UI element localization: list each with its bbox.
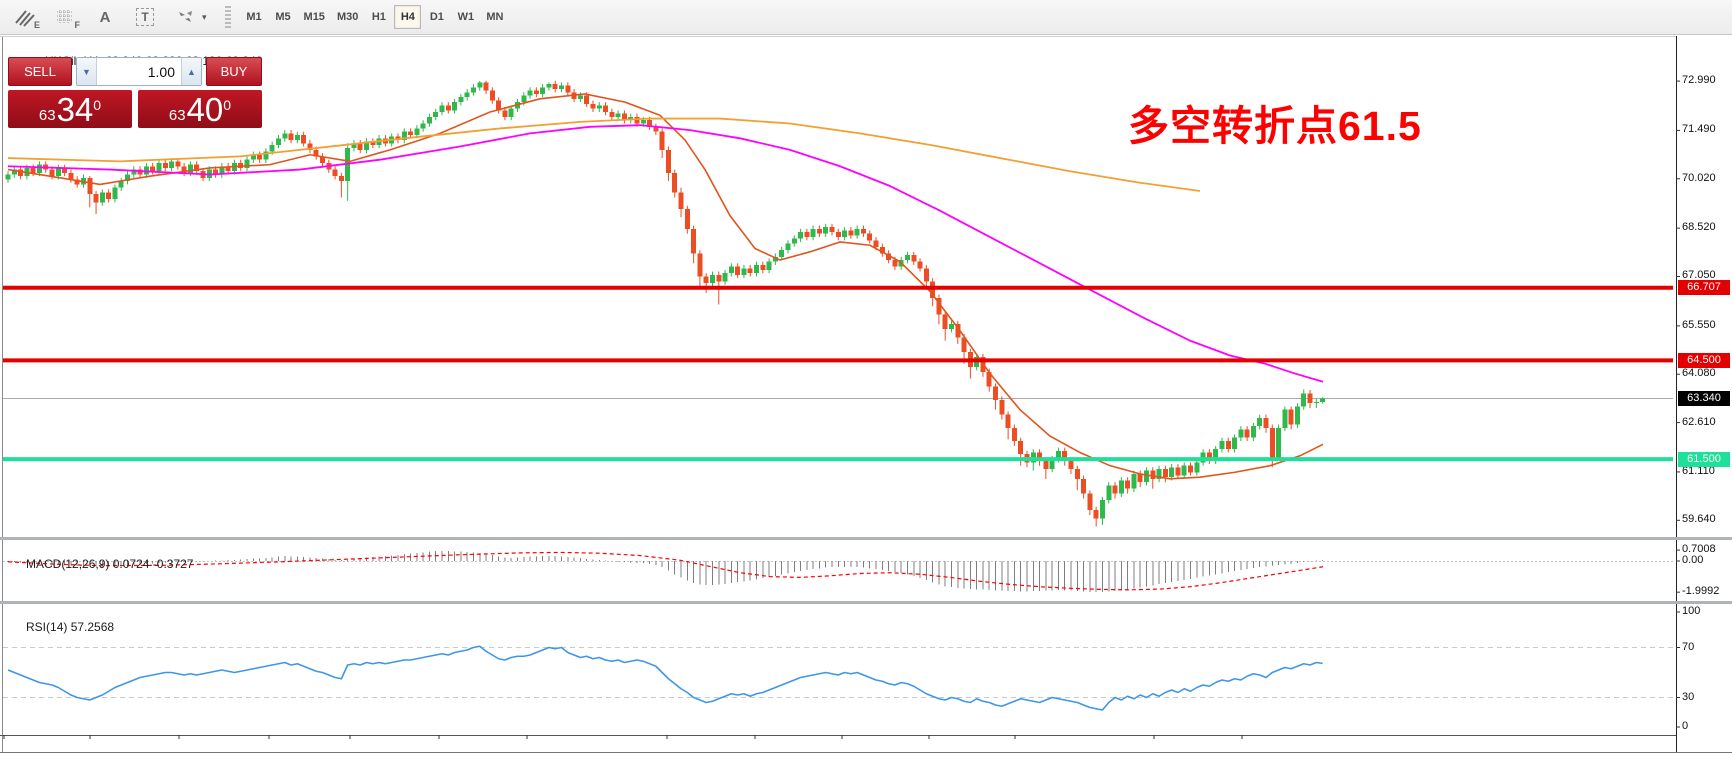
tf-button-mn[interactable]: MN (486, 11, 504, 23)
buy-button[interactable]: BUY (206, 57, 262, 86)
price-axis-tick: 65.550 (1682, 318, 1716, 331)
price-axis-tick: 67.050 (1682, 269, 1716, 282)
sell-price-big: 34 (56, 91, 94, 128)
timeframe-toolbar: M1 M5 M15 M30 H1 H4 D1 W1 MN (241, 5, 509, 29)
chart-area: ▲UKOil-,H4 63.240 63.380 63.190 63.340 S… (0, 35, 1732, 762)
price-axis-tick: 64.080 (1682, 367, 1716, 380)
grid-f-icon[interactable]: F (52, 5, 80, 30)
tf-button-m15[interactable]: M15 (303, 11, 325, 23)
buy-price-box[interactable]: 63 40 0 (138, 90, 262, 128)
volume-decrease-button[interactable]: ▼ (77, 58, 97, 85)
price-axis-tick: 68.520 (1682, 221, 1716, 234)
macd-axis-label: 0.00 (1682, 554, 1704, 566)
buy-price-sup: 0 (223, 97, 232, 113)
price-level-badge: 63.340 (1678, 391, 1730, 407)
rsi-axis-label: 30 (1682, 690, 1695, 703)
sell-price-box[interactable]: 63 34 0 (8, 90, 132, 128)
price-level-badge: 66.707 (1678, 280, 1730, 296)
sell-button[interactable]: SELL (8, 57, 72, 86)
tf-button-h1[interactable]: H1 (371, 11, 386, 23)
tf-button-m30[interactable]: M30 (336, 11, 359, 23)
tf-button-m1[interactable]: M1 (246, 11, 262, 23)
price-axis-tick: 72.990 (1682, 74, 1716, 87)
price-level-badge: 61.500 (1678, 451, 1730, 467)
dropdown-caret-icon[interactable]: ▾ (202, 11, 207, 22)
volume-input[interactable] (97, 58, 181, 85)
rsi-axis-label: 0 (1682, 720, 1689, 732)
tf-button-h4[interactable]: H4 (394, 5, 422, 29)
price-axis-tick: 70.020 (1682, 171, 1716, 184)
macd-axis-label: -1.9992 (1682, 585, 1720, 598)
sell-price-sup: 0 (93, 97, 102, 113)
price-axis-tick: 61.110 (1682, 464, 1715, 477)
chart-canvas[interactable] (0, 35, 1732, 762)
rsi-axis-label: 70 (1682, 640, 1695, 653)
buy-price-prefix: 63 (168, 107, 186, 124)
macd-axis-label: 0.7008 (1682, 543, 1716, 556)
price-level-badge: 64.500 (1678, 352, 1730, 368)
arrows-tool-icon[interactable] (172, 5, 198, 29)
tf-button-w1[interactable]: W1 (457, 11, 475, 23)
hatch-lines-icon[interactable]: E (12, 5, 40, 30)
volume-increase-button[interactable]: ▲ (181, 58, 201, 85)
tf-button-d1[interactable]: D1 (429, 11, 444, 23)
price-axis-tick: 71.490 (1682, 123, 1716, 136)
rsi-axis-label: 100 (1682, 605, 1701, 617)
price-axis-tick: 59.640 (1682, 513, 1716, 526)
font-label-icon[interactable]: A (99, 8, 111, 26)
rsi-indicator-label: RSI(14) 57.2568 (26, 620, 115, 634)
price-axis-tick: 62.610 (1682, 415, 1716, 428)
annotation-text: 多空转折点61.5 (1128, 103, 1422, 149)
sell-price-prefix: 63 (38, 107, 56, 124)
toolbar-grip[interactable] (224, 6, 231, 28)
buy-price-big: 40 (186, 91, 224, 128)
tf-button-m5[interactable]: M5 (275, 11, 291, 23)
text-tool-icon[interactable]: T (132, 5, 158, 29)
macd-indicator-label: MACD(12,26,9) 0.0724 -0.3727 (26, 557, 194, 571)
